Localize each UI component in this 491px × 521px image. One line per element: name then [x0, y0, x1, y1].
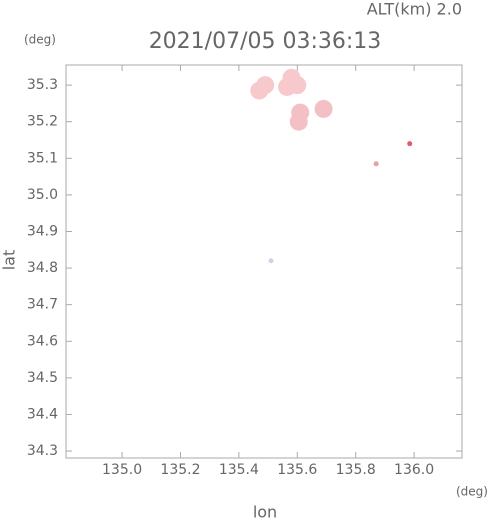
y-unit: (deg): [24, 33, 56, 47]
y-tick-label: 35.1: [27, 150, 58, 166]
y-label: lat: [0, 250, 19, 271]
echo-point: [289, 112, 308, 131]
echo-point: [288, 76, 307, 95]
y-tick-label: 34.5: [27, 370, 58, 386]
y-tick-label: 34.3: [27, 443, 58, 459]
y-tick-label: 35.0: [27, 187, 58, 203]
y-tick-label: 34.4: [27, 406, 58, 422]
x-label: lon: [253, 503, 277, 521]
chart-subtitle: ALT(km) 2.0: [367, 0, 462, 19]
x-tick-label: 135.4: [219, 462, 259, 478]
x-tick-label: 135.8: [336, 462, 376, 478]
echo-point: [373, 161, 379, 167]
y-tick-label: 34.8: [27, 260, 58, 276]
x-tick-label: 135.2: [160, 462, 200, 478]
chart-title: 2021/07/05 03:36:13: [149, 29, 382, 54]
x-tick-label: 135.0: [102, 462, 142, 478]
y-tick-label: 35.3: [27, 77, 58, 93]
x-tick-label: 136.0: [394, 462, 434, 478]
x-tick-label: 135.6: [277, 462, 317, 478]
echo-point: [314, 99, 333, 118]
y-tick-label: 34.6: [27, 333, 58, 349]
echo-point: [250, 81, 269, 100]
echo-point: [407, 141, 413, 147]
x-unit: (deg): [456, 485, 488, 499]
echo-point: [268, 258, 274, 264]
y-tick-label: 34.9: [27, 223, 58, 239]
plot-frame: [65, 64, 463, 459]
y-tick-label: 34.7: [27, 297, 58, 313]
y-tick-label: 35.2: [27, 114, 58, 130]
